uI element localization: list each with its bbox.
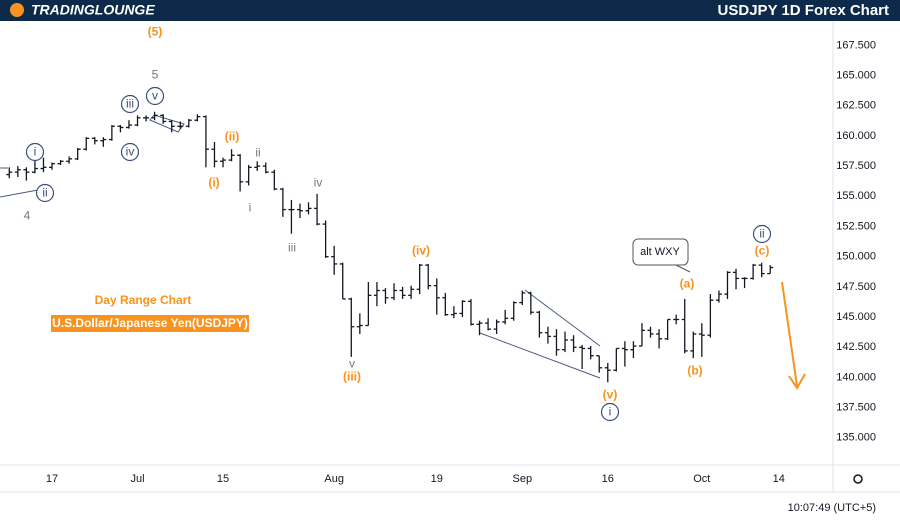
wave-label: iv xyxy=(126,145,135,159)
y-tick-label: 165.000 xyxy=(836,69,876,81)
header-bar xyxy=(0,0,900,21)
y-tick-label: 147.500 xyxy=(836,281,876,293)
wave-label: i xyxy=(249,201,252,215)
y-tick-label: 160.000 xyxy=(836,130,876,142)
wave-circle xyxy=(600,402,620,422)
wave-circle xyxy=(120,142,140,162)
forecast-arrow-head xyxy=(788,373,806,390)
x-tick-label: 16 xyxy=(602,473,614,485)
wave-label: ii xyxy=(42,186,47,200)
y-tick-label: 142.500 xyxy=(836,341,876,353)
y-tick-label: 162.500 xyxy=(836,100,876,112)
wave-circle xyxy=(120,94,140,114)
wave-label: i xyxy=(34,145,37,159)
y-tick-label: 150.000 xyxy=(836,251,876,263)
wave-label: (iii) xyxy=(343,370,361,384)
callout-pointer xyxy=(675,264,691,273)
y-tick-label: 145.000 xyxy=(836,311,876,323)
wave-label: iii xyxy=(126,97,134,111)
wave-label: (v) xyxy=(603,388,618,402)
instrument: U.S.Dollar/Japanese Yen(USDJPY) xyxy=(52,316,248,330)
wedge-line xyxy=(479,332,601,379)
wave-label: (i) xyxy=(208,176,219,190)
wave-label: 4 xyxy=(24,209,31,223)
y-tick-label: 155.000 xyxy=(836,190,876,202)
side-title: Day Range Chart xyxy=(95,293,192,307)
triangle xyxy=(149,114,185,133)
x-tick-label: 14 xyxy=(773,473,785,485)
wedge-line xyxy=(524,289,601,347)
x-tick-label: Oct xyxy=(693,473,710,485)
wave-label: ii xyxy=(255,146,260,160)
chart-title: USDJPY 1D Forex Chart xyxy=(718,2,889,19)
wave-label: iii xyxy=(288,241,296,255)
y-tick-label: 135.000 xyxy=(836,432,876,444)
logo-icon xyxy=(10,3,24,17)
wave-circle xyxy=(35,183,55,203)
settings-icon[interactable] xyxy=(853,474,863,484)
wave-label: (b) xyxy=(687,364,702,378)
wave-label: ii xyxy=(759,227,764,241)
y-tick-label: 167.500 xyxy=(836,39,876,51)
instrument-box xyxy=(51,315,249,332)
y-tick-label: 137.500 xyxy=(836,402,876,414)
wave-label: i xyxy=(609,405,612,419)
x-tick-label: Aug xyxy=(324,473,344,485)
wave-circle xyxy=(25,142,45,162)
wave-label: 5 xyxy=(152,68,159,82)
x-tick-label: 19 xyxy=(431,473,443,485)
wave-label: (ii) xyxy=(225,130,240,144)
wave-label: v xyxy=(349,357,355,371)
y-tick-label: 157.500 xyxy=(836,160,876,172)
wave-circle xyxy=(752,224,772,244)
x-tick-label: Sep xyxy=(512,473,532,485)
x-tick-label: 15 xyxy=(217,473,229,485)
x-tick-label: 17 xyxy=(46,473,58,485)
trend-line xyxy=(0,189,39,198)
brand: TRADINGLOUNGE xyxy=(31,2,155,18)
y-tick-label: 140.000 xyxy=(836,371,876,383)
callout-box xyxy=(632,238,689,266)
wave-label: (iv) xyxy=(412,244,430,258)
wave-label: iv xyxy=(314,176,323,190)
wave-circle xyxy=(145,86,165,106)
callout: alt WXY xyxy=(640,246,680,258)
wave-label: (5) xyxy=(148,25,163,39)
wave-label: v xyxy=(152,89,158,103)
wave-label: (c) xyxy=(755,244,770,258)
x-tick-label: Jul xyxy=(130,473,144,485)
clock: 10:07:49 (UTC+5) xyxy=(788,502,876,514)
y-tick-label: 152.500 xyxy=(836,220,876,232)
wave-label: (a) xyxy=(680,277,695,291)
forecast-arrow xyxy=(781,281,798,387)
